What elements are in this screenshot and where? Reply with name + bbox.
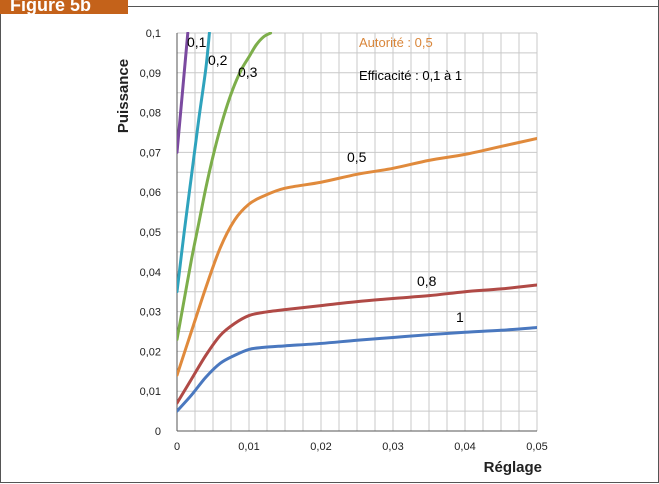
chart-texts: 0,10,2 0,3 0,5 0,8 1 Autorité : 0,5 Efficacité…	[187, 34, 464, 325]
y-axis-title: Puissance	[115, 59, 132, 133]
chart-series	[177, 32, 537, 413]
y-tick-label: 0,1	[146, 28, 161, 40]
x-tick-label: 0,02	[310, 441, 331, 453]
y-tick-label: 0,09	[140, 68, 161, 80]
y-tick-label: 0,03	[140, 307, 161, 319]
y-tick-label: 0,07	[140, 147, 161, 159]
y-tick-label: 0,02	[140, 346, 161, 358]
series-line-5	[177, 326, 537, 413]
x-tick-label: 0,03	[382, 441, 403, 453]
chart-annotation-1: Efficacité : 0,1 à 1	[359, 68, 462, 83]
chart-annotation-0: Autorité : 0,5	[359, 35, 433, 50]
curve-label-2: 0,3	[238, 64, 258, 80]
y-tick-label: 0	[155, 426, 161, 438]
curve-label-1: 0,2	[208, 52, 228, 68]
series-line-2	[177, 32, 273, 341]
series-line-0	[177, 32, 190, 154]
curve-label-3: 0,5	[347, 149, 367, 165]
figure-top-rule	[128, 6, 659, 7]
x-tick-label: 0	[174, 441, 180, 453]
x-tick-label: 0,05	[526, 441, 547, 453]
figure-label: Figure 5b	[0, 0, 128, 14]
x-axis-title: Réglage	[484, 459, 542, 476]
curve-label-4: 0,8	[417, 273, 437, 289]
y-tick-label: 0,06	[140, 187, 161, 199]
y-tick-label: 0,04	[140, 267, 161, 279]
curve-label-5: 1	[456, 309, 464, 325]
series-line-4	[177, 283, 537, 405]
y-tick-label: 0,05	[140, 227, 161, 239]
chart-axes: 0 0,01 0,02 0,03 0,04 0,05 0,06 0,07 0,08 0,09 0,1…	[115, 28, 548, 476]
series-line-1	[177, 32, 211, 294]
x-tick-label: 0,01	[238, 441, 259, 453]
y-tick-label: 0,08	[140, 108, 161, 120]
x-tick-label: 0,04	[454, 441, 475, 453]
y-tick-label: 0,01	[140, 386, 161, 398]
curve-label-0: 0,1	[187, 34, 207, 50]
chart-grid	[177, 32, 538, 431]
series-line-3	[177, 136, 537, 377]
